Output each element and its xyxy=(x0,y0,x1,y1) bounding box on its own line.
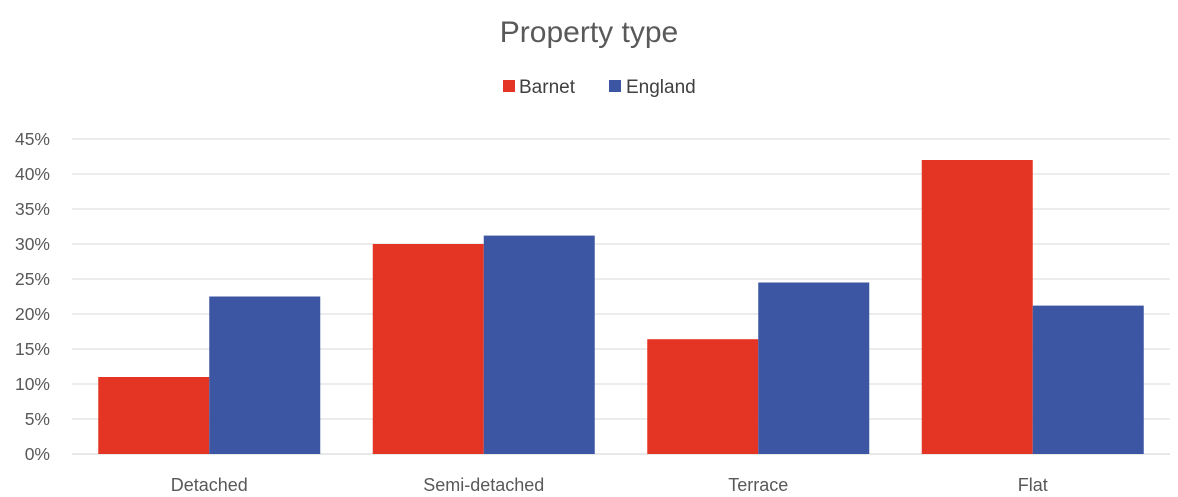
y-tick-label: 10% xyxy=(15,374,50,394)
bar-england-detached xyxy=(209,296,321,454)
y-tick-label: 15% xyxy=(15,339,50,359)
bar-barnet-terrace xyxy=(647,339,759,454)
x-category-label: Semi-detached xyxy=(423,475,544,495)
x-axis-category-labels: Detached Semi-detached Terrace Flat xyxy=(171,475,1048,495)
y-tick-label: 35% xyxy=(15,199,50,219)
y-axis-tick-labels: 0% 5% 10% 15% 20% 25% 30% 35% 40% 45% xyxy=(15,129,50,464)
legend: Barnet England xyxy=(503,77,696,98)
y-tick-label: 30% xyxy=(15,234,50,254)
y-tick-label: 40% xyxy=(15,164,50,184)
y-tick-label: 45% xyxy=(15,129,50,149)
y-tick-label: 0% xyxy=(25,444,50,464)
bar-england-terrace xyxy=(758,282,870,454)
bar-barnet-semi-detached xyxy=(372,244,484,454)
legend-swatch-barnet xyxy=(503,80,515,92)
x-category-label: Detached xyxy=(171,475,248,495)
legend-label-england: England xyxy=(626,77,696,98)
y-tick-label: 5% xyxy=(25,409,50,429)
x-category-label: Flat xyxy=(1018,475,1048,495)
bars xyxy=(98,160,1144,454)
y-tick-label: 20% xyxy=(15,304,50,324)
legend-swatch-england xyxy=(609,80,621,92)
chart-title: Property type xyxy=(500,16,678,49)
legend-label-barnet: Barnet xyxy=(519,77,576,98)
bar-england-flat xyxy=(1032,305,1144,454)
bar-barnet-detached xyxy=(98,377,210,454)
bar-barnet-flat xyxy=(921,160,1033,454)
bar-england-semi-detached xyxy=(483,235,595,454)
y-tick-label: 25% xyxy=(15,269,50,289)
x-category-label: Terrace xyxy=(728,475,788,495)
